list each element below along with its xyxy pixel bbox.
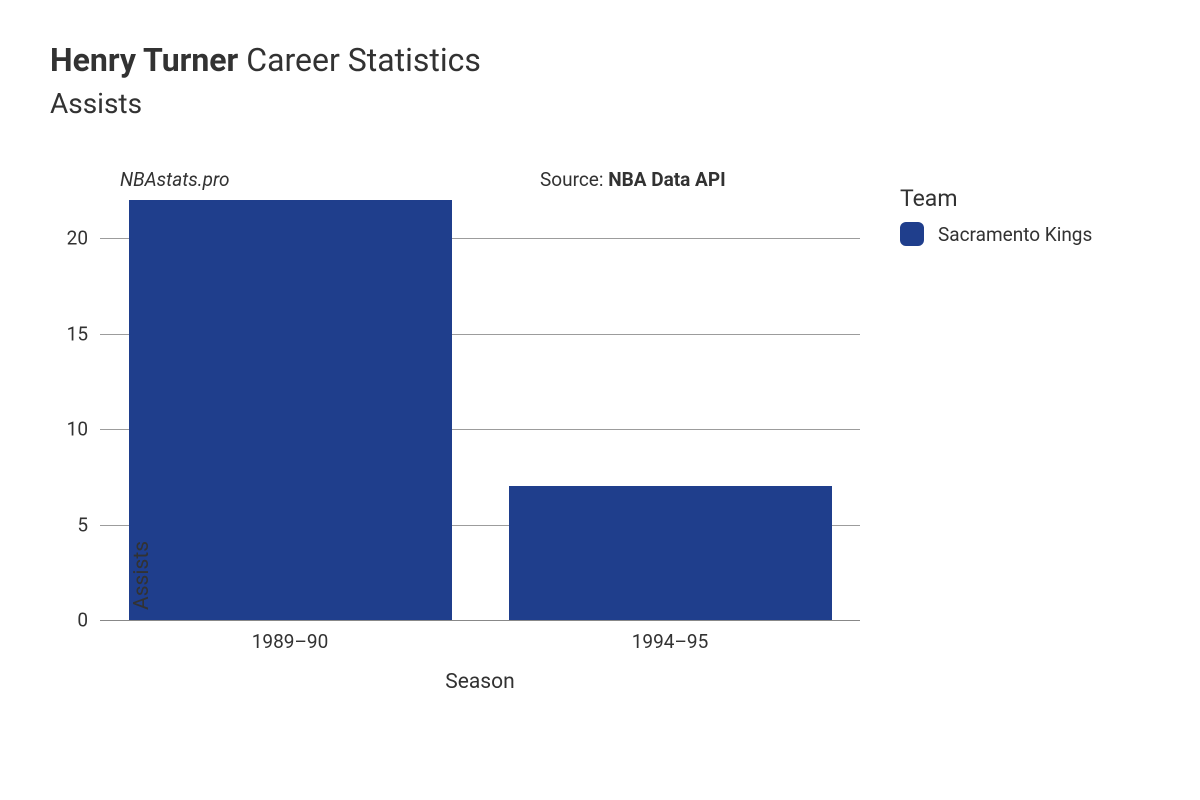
x-tick-label: 1989–90 xyxy=(252,630,329,653)
y-axis-label: Assists xyxy=(130,541,154,610)
source-name: NBA Data API xyxy=(608,168,725,191)
legend: Team Sacramento Kings xyxy=(900,185,1092,246)
chart-container: Henry Turner Career Statistics Assists N… xyxy=(0,0,1200,800)
legend-swatch xyxy=(900,222,924,246)
y-tick-label: 0 xyxy=(48,609,88,632)
x-axis-label: Season xyxy=(100,670,860,694)
plot-region: 051015201989–901994–95 xyxy=(100,200,860,620)
y-tick-label: 10 xyxy=(48,418,88,441)
legend-item: Sacramento Kings xyxy=(900,222,1092,246)
y-tick-label: 20 xyxy=(48,227,88,250)
legend-item-label: Sacramento Kings xyxy=(938,223,1092,246)
player-name: Henry Turner xyxy=(50,41,238,79)
title-suffix: Career Statistics xyxy=(246,41,481,79)
bar xyxy=(129,200,452,620)
chart-subtitle: Assists xyxy=(50,86,1150,122)
bar xyxy=(509,486,832,620)
chart-plot-area: NBAstats.pro Source: NBA Data API 051015… xyxy=(100,200,860,620)
chart-title: Henry Turner Career Statistics xyxy=(50,40,1150,82)
source-prefix: Source: xyxy=(540,168,608,191)
x-tick-label: 1994–95 xyxy=(632,630,709,653)
legend-title: Team xyxy=(900,185,1092,212)
source-attribution: Source: NBA Data API xyxy=(540,168,726,191)
watermark-text: NBAstats.pro xyxy=(120,168,230,191)
y-tick-label: 15 xyxy=(48,322,88,345)
y-tick-label: 5 xyxy=(48,513,88,536)
x-axis-baseline xyxy=(100,620,860,621)
